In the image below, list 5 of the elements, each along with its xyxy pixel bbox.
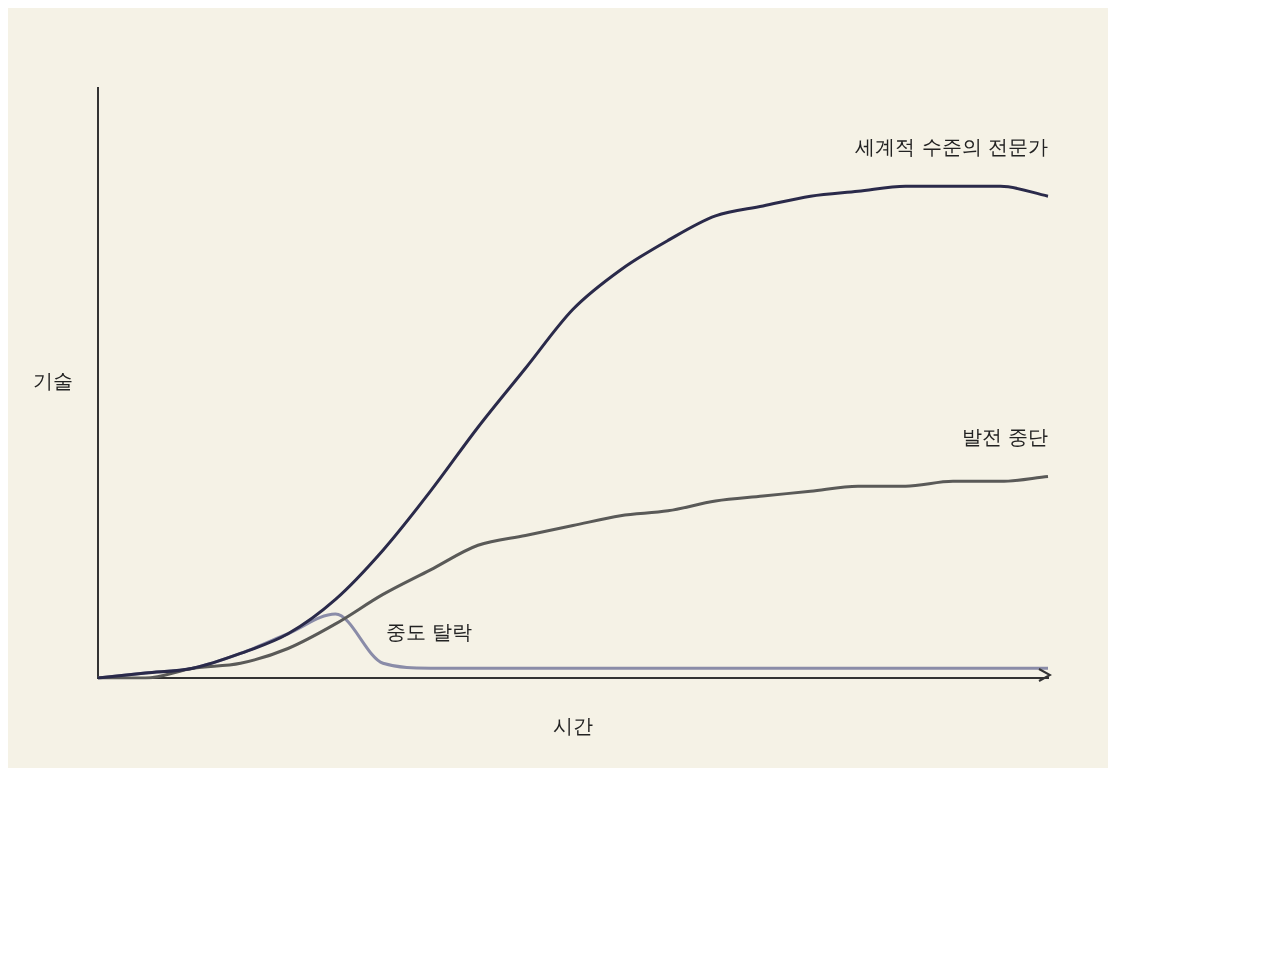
series-label: 중도 탈락	[385, 620, 472, 645]
series-label: 발전 중단	[961, 424, 1048, 449]
y-axis-title: 기술	[33, 369, 73, 394]
series-label: 세계적 수준의 전문가	[855, 134, 1048, 159]
x-axis-title: 시간	[553, 714, 593, 739]
